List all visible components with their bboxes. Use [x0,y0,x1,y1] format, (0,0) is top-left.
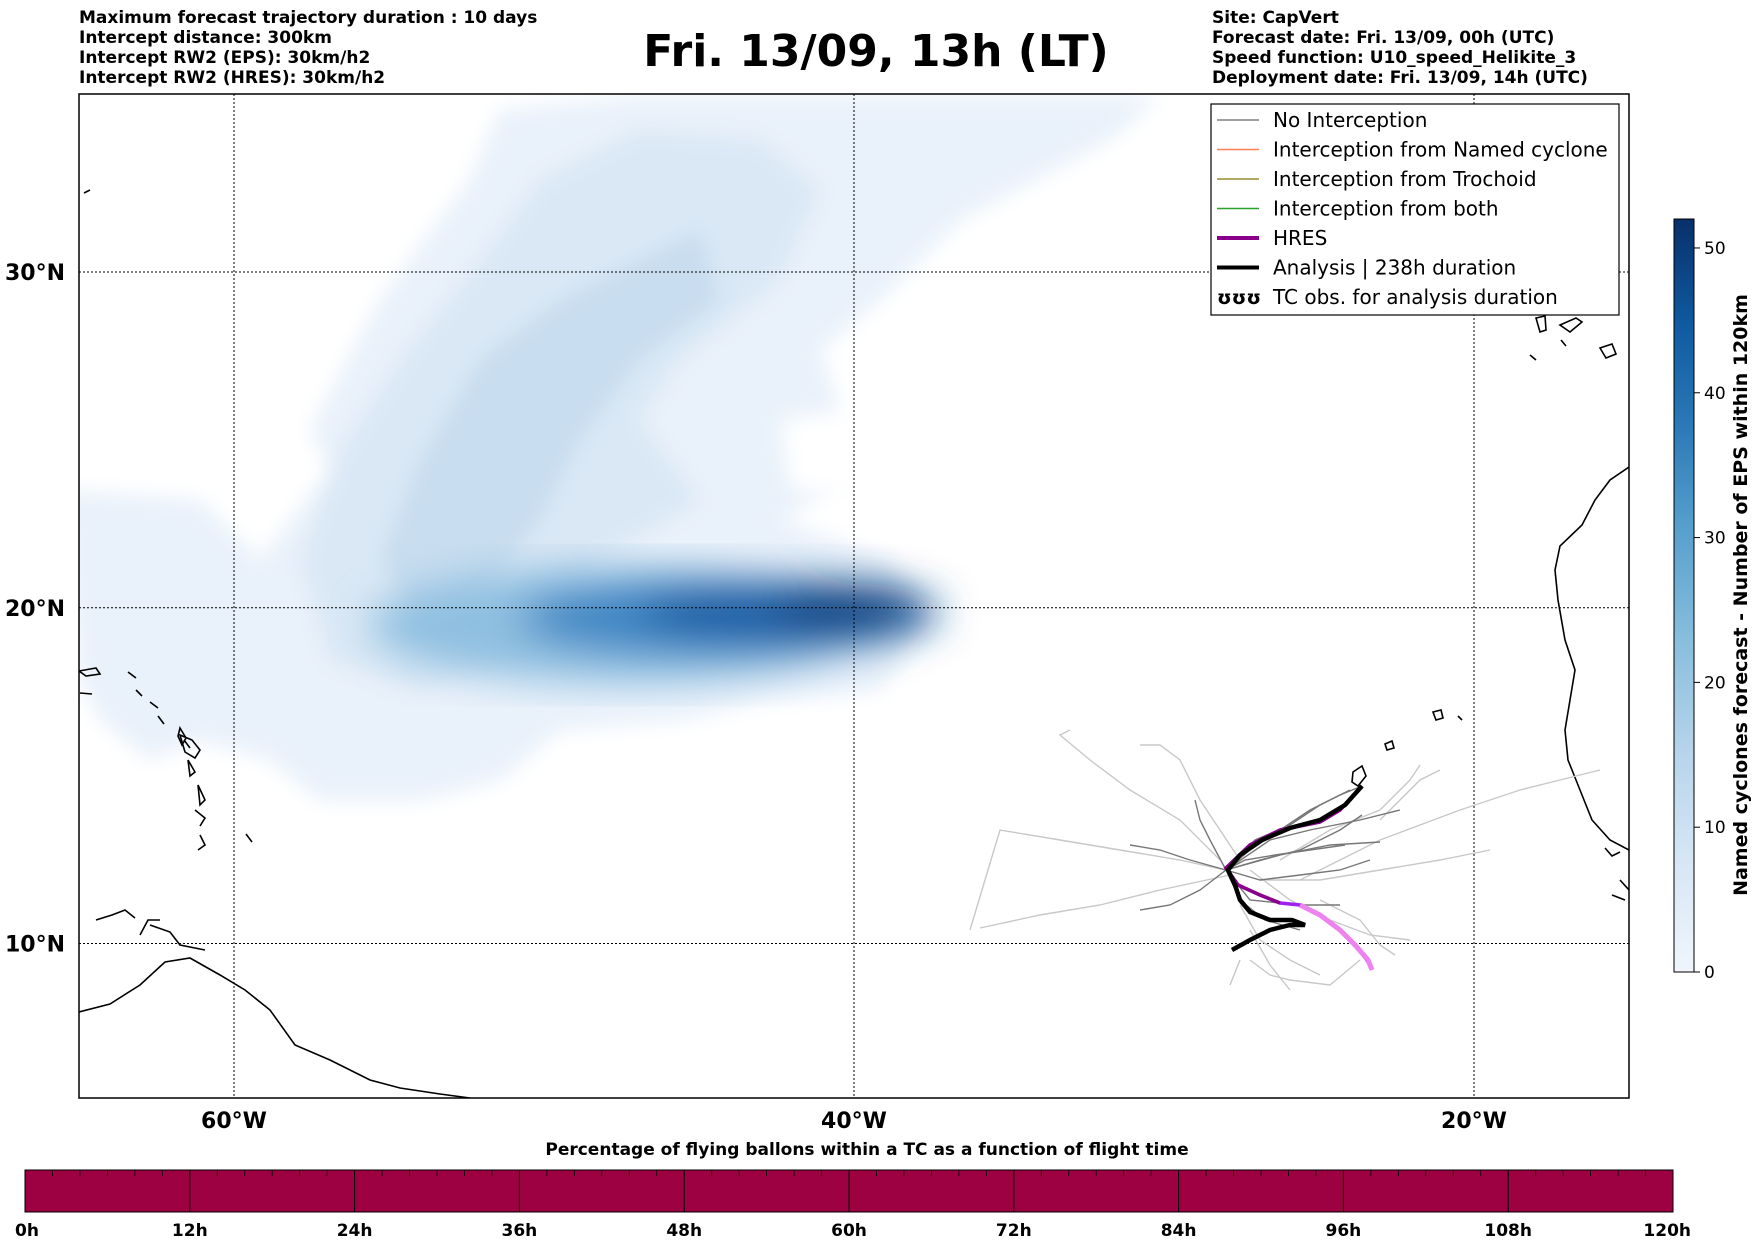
longitude-label: 20°W [1441,1109,1507,1134]
bottom-colorbar-tick-label: 36h [502,1221,538,1241]
bottom-colorbar-tick-label: 120h [1643,1221,1691,1241]
meta-left-line: Intercept distance: 300km [79,28,332,48]
meta-left-line: Maximum forecast trajectory duration : 1… [79,8,538,28]
legend-entry: ʊʊʊ TC obs. for analysis duration [1217,285,1558,309]
cyclone-density-field [79,96,1160,800]
bottom-colorbar-tick-label: 108h [1484,1221,1532,1241]
right-colorbar-tick-label: 0 [1704,963,1715,983]
meta-right-line: Speed function: U10_speed_Helikite_3 [1212,48,1577,68]
legend-label: TC obs. for analysis duration [1272,285,1558,309]
latitude-labels: 30°N 20°N 10°N [5,261,65,958]
legend: No Interception Interception from Named c… [1210,103,1620,316]
right-colorbar-gradient [1673,218,1695,973]
coastlines [79,189,1629,1098]
meta-left-line: Intercept RW2 (HRES): 30km/h2 [79,68,386,88]
bottom-colorbar-tick-label: 0h [15,1221,39,1241]
bottom-colorbar-label: Percentage of flying ballons within a TC… [545,1140,1188,1160]
right-colorbar-tick-label: 20 [1704,673,1726,693]
meta-right-line: Site: CapVert [1212,8,1339,28]
longitude-label: 40°W [821,1109,887,1134]
bottom-colorbar-tick-label: 48h [666,1221,702,1241]
legend-entry: Analysis | 238h duration [1217,256,1516,280]
tc-obs-symbol: ʊʊʊ [1217,287,1261,309]
meta-right-line: Forecast date: Fri. 13/09, 00h (UTC) [1212,28,1555,48]
site-info: Site: CapVert Forecast date: Fri. 13/09,… [1212,8,1588,88]
legend-entry: Interception from Named cyclone [1217,138,1608,162]
latitude-label: 20°N [5,597,65,622]
graticule [79,94,1629,1098]
legend-label: Interception from Named cyclone [1273,138,1608,162]
legend-label: Analysis | 238h duration [1273,256,1516,280]
latitude-label: 30°N [5,261,65,286]
bottom-colorbar-tick-label: 12h [172,1221,208,1241]
right-colorbar-tick-label: 10 [1704,818,1726,838]
legend-entry: No Interception [1217,108,1427,132]
legend-label: No Interception [1273,108,1427,132]
longitude-labels: 60°W 40°W 20°W [201,1109,1507,1134]
right-colorbar-tick-label: 50 [1704,239,1726,259]
bottom-colorbar-tick-label: 96h [1326,1221,1362,1241]
legend-label: Interception from Trochoid [1273,167,1537,191]
legend-entry: HRES [1217,226,1327,250]
right-colorbar-tick-label: 30 [1704,529,1726,549]
bottom-colorbar-tick-label: 72h [996,1221,1032,1241]
bottom-colorbar-tick-label: 84h [1161,1221,1197,1241]
right-colorbar-label: Named cyclones forecast - Number of EPS … [1730,294,1752,896]
legend-entry: Interception from Trochoid [1217,167,1537,191]
map-title: Fri. 13/09, 13h (LT) [643,26,1109,77]
legend-label: HRES [1273,226,1327,250]
longitude-label: 60°W [201,1109,267,1134]
balloon-trajectories [969,729,1601,991]
right-colorbar: 0 10 20 30 40 50 Named cyclones forecast - Nu… [1673,218,1752,983]
legend-entry: Interception from both [1217,197,1499,221]
right-colorbar-tick-label: 40 [1704,384,1726,404]
legend-label: Interception from both [1273,197,1499,221]
bottom-colorbar-tick-label: 24h [337,1221,373,1241]
meta-right-line: Deployment date: Fri. 13/09, 14h (UTC) [1212,68,1588,88]
forecast-parameters: Maximum forecast trajectory duration : 1… [79,8,537,88]
meta-left-line: Intercept RW2 (EPS): 30km/h2 [79,48,371,68]
map-frame [78,93,1630,1099]
latitude-label: 10°N [5,933,65,958]
bottom-colorbar: Percentage of flying ballons within a TC… [15,1140,1691,1241]
bottom-colorbar-tick-label: 60h [831,1221,867,1241]
legend-box [1210,103,1620,316]
